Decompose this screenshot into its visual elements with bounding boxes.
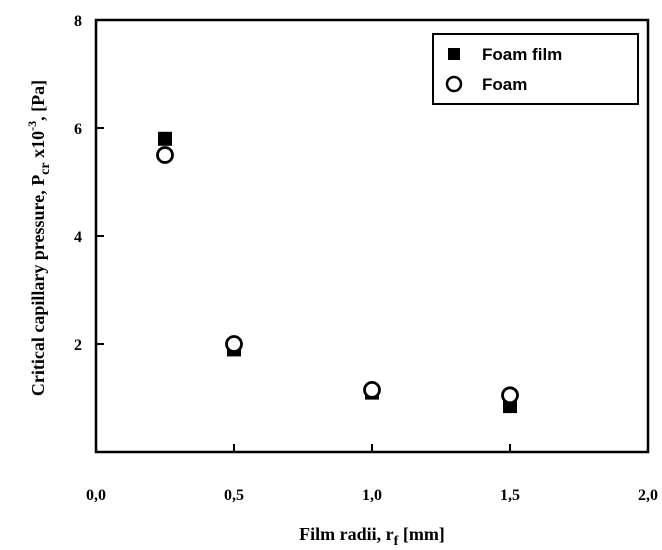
x-tick-label: 2,0 xyxy=(638,487,658,504)
foam-point xyxy=(225,335,243,353)
foam-point xyxy=(156,146,174,164)
y-tick-label: 2 xyxy=(74,337,82,354)
legend-marker-foam xyxy=(445,75,463,93)
x-tick-label: 1,0 xyxy=(362,487,382,504)
x-tick-label: 1,5 xyxy=(500,487,520,504)
y-axis-ticks: 2 4 6 8 xyxy=(74,13,104,354)
x-axis-ticks: 0,0 0,5 1,0 1,5 2,0 xyxy=(86,444,658,504)
x-tick-label: 0,5 xyxy=(224,487,244,504)
y-tick-label: 6 xyxy=(74,121,82,138)
chart-marks xyxy=(156,131,519,414)
legend: Foam film Foam xyxy=(432,33,639,105)
foam-point xyxy=(363,380,381,399)
x-tick-label: 0,0 xyxy=(86,487,106,504)
legend-label-foam: Foam xyxy=(482,75,527,94)
y-tick-label: 4 xyxy=(74,229,82,246)
legend-marker-foam-film xyxy=(448,48,460,60)
y-tick-label: 8 xyxy=(74,13,82,30)
legend-box xyxy=(432,33,639,105)
x-axis-label: Film radii, rf [mm] xyxy=(299,524,445,549)
y-axis-label: Critical capillary pressure, Pcr x10-3, … xyxy=(25,80,53,396)
foam-point xyxy=(501,386,519,405)
foam-film-point xyxy=(158,131,172,146)
legend-label-foam-film: Foam film xyxy=(482,45,562,64)
